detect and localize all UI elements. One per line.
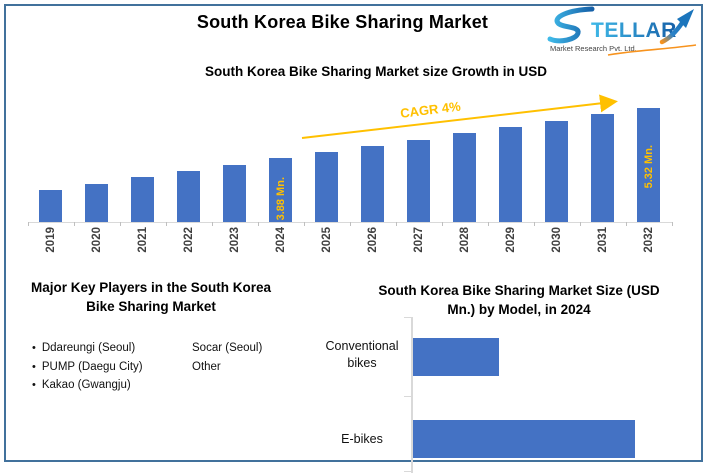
key-players-list-column1: • Ddareungi (Seoul) • PUMP (Daegu City) • Kak… [32,339,143,395]
axis-tick [74,222,75,226]
year-label: 2029 [505,227,517,253]
list-item: • Kakao (Gwangju) [32,376,143,395]
axis-tick [120,222,121,226]
growth-bar [85,184,108,222]
growth-bar [177,171,200,222]
page-border-frame [4,4,703,462]
axis-tick [626,222,627,226]
stellar-underline-swoosh-icon [607,44,697,56]
axis-tick [672,222,673,226]
year-label: 2032 [643,227,655,253]
axis-tick [166,222,167,226]
year-label: 2023 [229,227,241,253]
axis-tick [28,222,29,226]
bullet-icon: • [32,342,36,355]
axis-tick [350,222,351,226]
growth-chart-plot: 3.88 Mn. 5.32 Mn. [28,95,674,222]
growth-bar: 5.32 Mn. [637,108,660,222]
year-label: 2022 [183,227,195,253]
stellar-arrowhead-icon [677,9,694,28]
bar-value-label: 5.32 Mn. [642,144,655,188]
growth-bar [223,165,246,222]
growth-bar [361,146,384,222]
list-item-label: Socar (Seoul) [192,342,263,355]
axis-tick [580,222,581,226]
year-label: 2028 [459,227,471,253]
year-label: 2024 [275,227,287,253]
year-label: 2027 [413,227,425,253]
axis-tick [488,222,489,226]
year-label: 2025 [321,227,333,253]
list-item: Socar (Seoul) [192,339,262,358]
growth-bar [131,177,154,222]
bar-value-label: 3.88 Mn. [274,176,287,220]
growth-bar [591,114,614,222]
list-item-label: PUMP (Daegu City) [41,360,143,373]
growth-chart-year-labels: 2019 2020 2021 2022 2023 2024 2025 2026 2027 2028… [28,227,674,273]
axis-tick [404,471,411,472]
bullet-icon: • [32,379,36,392]
axis-tick [396,222,397,226]
growth-bar [499,127,522,222]
stellar-logo-graphic: TELLAR Market Research Pvt. Ltd. [547,6,697,56]
year-label: 2030 [551,227,563,253]
model-chart-category-axis [411,317,413,473]
growth-bar [407,140,430,222]
model-chart-title-line1: South Korea Bike Sharing Market Size (US… [378,283,660,298]
axis-tick [442,222,443,226]
growth-bar [545,121,568,222]
list-item: • PUMP (Daegu City) [32,358,143,377]
growth-bar [453,133,476,222]
bullet-icon: • [32,360,36,373]
axis-tick [534,222,535,226]
growth-bar [39,190,62,222]
stellar-s-swoosh-icon [547,6,595,44]
stellar-tagline: Market Research Pvt. Ltd. [550,44,637,53]
model-category-label: E-bikes [341,431,383,446]
page-title: South Korea Bike Sharing Market [196,12,489,32]
model-chart-title-line2: Mn.) by Model, in 2024 [447,302,591,317]
year-label: 2021 [137,227,149,253]
axis-tick [258,222,259,226]
list-item: Other [192,358,262,377]
axis-tick [404,396,411,397]
growth-bar [315,152,338,222]
year-label: 2026 [367,227,379,253]
model-category-label: Conventional bikes [325,339,399,370]
model-bar [413,338,499,376]
key-players-title-line2: Bike Sharing Market [86,299,216,314]
list-item: • Ddareungi (Seoul) [32,339,143,358]
growth-chart-title: South Korea Bike Sharing Market size Gro… [204,64,548,79]
stellar-brand-text: TELLAR [591,19,677,42]
list-item-label: Kakao (Gwangju) [41,379,131,392]
stellar-arrow-icon [659,20,685,45]
year-label: 2020 [91,227,103,253]
key-players-list-column2: Socar (Seoul) Other [192,339,262,376]
year-label: 2031 [597,227,609,253]
axis-tick [212,222,213,226]
year-label: 2019 [45,227,57,253]
growth-bar: 3.88 Mn. [269,158,292,222]
axis-tick [404,317,411,318]
list-item-label: Ddareungi (Seoul) [41,342,136,355]
key-players-title-line1: Major Key Players in the South Korea [30,280,272,295]
axis-tick [304,222,305,226]
stellar-logo: TELLAR Market Research Pvt. Ltd. [546,6,700,58]
model-bar [413,420,635,458]
list-item-label: Other [192,360,221,373]
